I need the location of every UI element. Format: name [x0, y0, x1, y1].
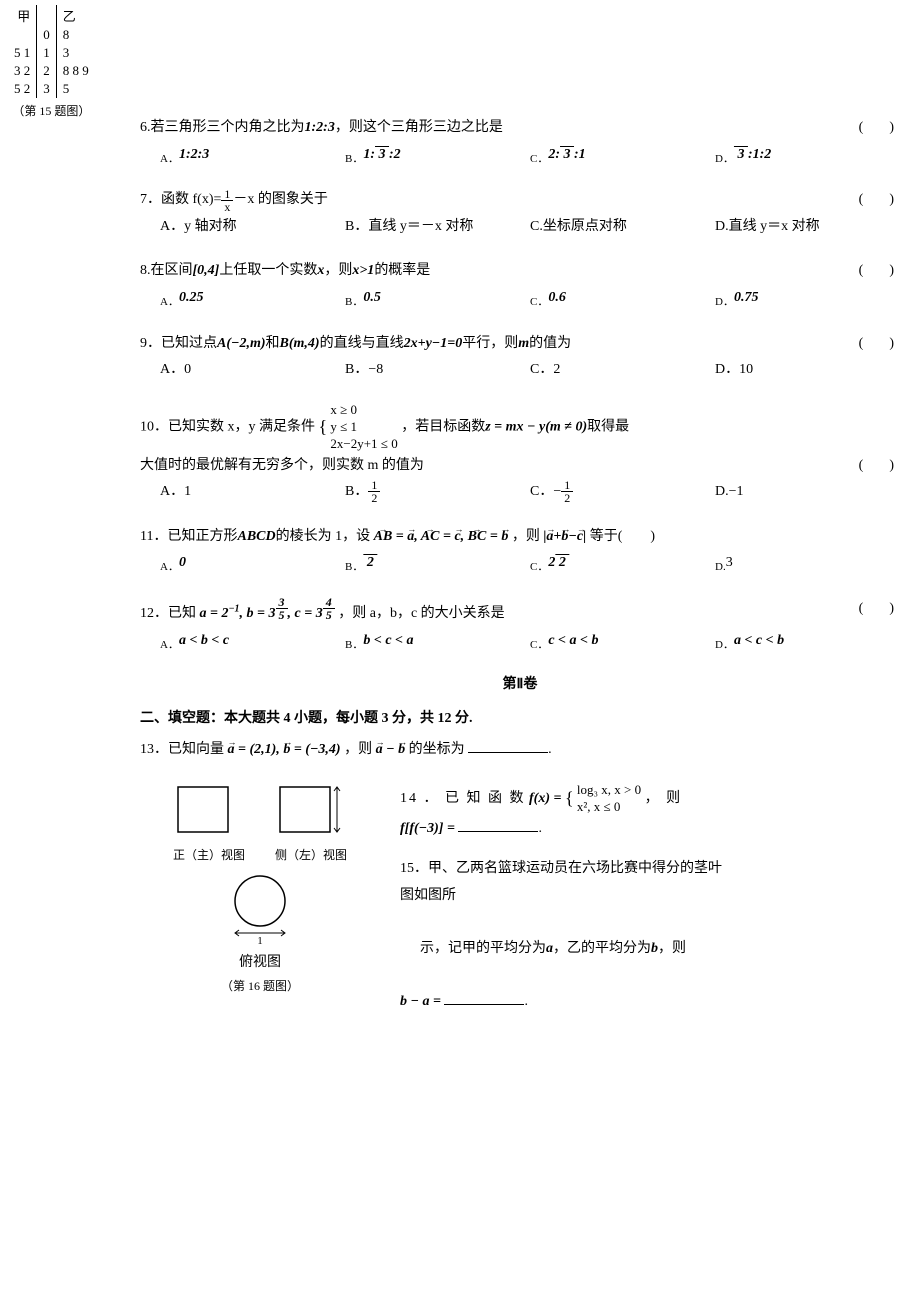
blank-13: [468, 739, 548, 753]
paren-10: ( ): [859, 453, 900, 480]
q12-opt-b: B．b < c < a: [345, 628, 530, 656]
blank-14: [458, 818, 538, 832]
paren-7: ( ): [859, 187, 900, 214]
q11-opt-a: A．0: [160, 550, 345, 578]
figure-16: 正（主）视图 侧（左）视图: [140, 782, 380, 1030]
fill-heading: 二、填空题：本大题共 4 小题，每小题 3 分，共 12 分.: [140, 707, 900, 727]
q7-opt-a: A．y 轴对称: [160, 214, 345, 241]
q12-opt-a: A．a < b < c: [160, 628, 345, 656]
paren-6: ( ): [859, 115, 900, 142]
q7-opt-d: D.直线 y＝x 对称: [715, 214, 900, 241]
q6-opt-d: D． 3 :1:2: [715, 142, 900, 170]
top-dim-label: 1: [257, 935, 263, 946]
question-13: 13．已知向量 a = (2,1), b = (−3,4) ，则 a − b 的…: [140, 737, 900, 764]
top-view-svg: 1: [225, 871, 295, 946]
question-7: 7．函数 f(x)=1x－x 的图象关于 ( ) A．y 轴对称 B．直线 y＝…: [140, 187, 900, 240]
right-questions: 14 ． 已 知 函 数 f(x) = { log₃ x, x > 0 x², …: [400, 782, 900, 1030]
q10-opt-b: B．12: [345, 479, 530, 506]
paren-9: ( ): [859, 331, 900, 358]
top-view: 1 俯视图: [140, 871, 380, 971]
stem-leaf-table: 甲 乙 08 5 113 3 228 8 9 5 235: [10, 5, 93, 98]
q12-opt-c: C．c < a < b: [530, 628, 715, 656]
question-6: 6.若三角形三个内角之比为1:2:3，则这个三角形三边之比是 ( ) A．1:2…: [140, 115, 900, 169]
stem-leaf-header-left: 甲: [10, 5, 37, 26]
main-content: 6.若三角形三个内角之比为1:2:3，则这个三角形三边之比是 ( ) A．1:2…: [140, 0, 900, 1030]
q9-opt-b: B．−8: [345, 357, 530, 384]
side-view-svg: [275, 782, 345, 837]
q9-opt-d: D．10: [715, 357, 900, 384]
q8-opt-c: C．0.6: [530, 285, 715, 313]
question-8: 8.在区间[0,4]上任取一个实数x，则x>1的概率是 ( ) A．0.25 B…: [140, 258, 900, 312]
figure-16-caption: （第 16 题图）: [140, 977, 380, 994]
paren-12: ( ): [859, 596, 900, 623]
q6-opt-c: C．2: 3 :1: [530, 142, 715, 170]
stem-leaf-caption: （第 15 题图）: [10, 102, 93, 119]
constraint-block: { x ≥ 0 y ≤ 1 2x−2y+1 ≤ 0: [319, 402, 398, 453]
q11-opt-b: B． 2: [345, 550, 530, 578]
two-column-region: 正（主）视图 侧（左）视图: [140, 782, 900, 1030]
q8-opt-a: A．0.25: [160, 285, 345, 313]
section-2-title: 第Ⅱ卷: [140, 673, 900, 693]
front-view-svg: [173, 782, 233, 837]
q8-opt-d: D．0.75: [715, 285, 900, 313]
q11-opt-d: D.3: [715, 550, 900, 578]
question-10: 10．已知实数 x，y 满足条件 { x ≥ 0 y ≤ 1 2x−2y+1 ≤…: [140, 402, 900, 506]
q9-opt-a: A．0: [160, 357, 345, 384]
q6-opt-b: B．1: 3 :2: [345, 142, 530, 170]
q8-opt-b: B．0.5: [345, 285, 530, 313]
q7-opt-b: B．直线 y＝－x 对称: [345, 214, 530, 241]
q6-opt-a: A．1:2:3: [160, 142, 345, 170]
paren-8: ( ): [859, 258, 900, 285]
q7-opt-c: C.坐标原点对称: [530, 214, 715, 241]
question-14: 14 ． 已 知 函 数 f(x) = { log₃ x, x > 0 x², …: [400, 782, 900, 842]
q11-opt-c: C．2 2: [530, 550, 715, 578]
q10-opt-d: D.−1: [715, 479, 900, 506]
q10-opt-c: C．−12: [530, 479, 715, 506]
question-12: 12．已知 a = 2−1, b = 335, c = 345 ，则 a，b，c…: [140, 596, 900, 655]
question-9: 9．已知过点A(−2,m)和B(m,4)的直线与直线2x+y−1=0平行，则m的…: [140, 331, 900, 384]
question-11: 11．已知正方形ABCD的棱长为 1，设 AB = a, AC = c, BC …: [140, 524, 900, 578]
question-15: 15．甲、乙两名篮球运动员在六场比赛中得分的茎叶 图如图所 示，记甲的平均分为a…: [400, 856, 900, 1016]
stem-leaf-plot: 甲 乙 08 5 113 3 228 8 9 5 235 （第 15 题图）: [10, 5, 93, 119]
stem-leaf-header-right: 乙: [56, 5, 93, 26]
front-view: 正（主）视图: [173, 782, 245, 863]
side-view: 侧（左）视图: [275, 782, 347, 863]
q12-opt-d: D．a < c < b: [715, 628, 900, 656]
blank-15: [444, 991, 524, 1005]
q10-opt-a: A．1: [160, 479, 345, 506]
q9-opt-c: C．2: [530, 357, 715, 384]
